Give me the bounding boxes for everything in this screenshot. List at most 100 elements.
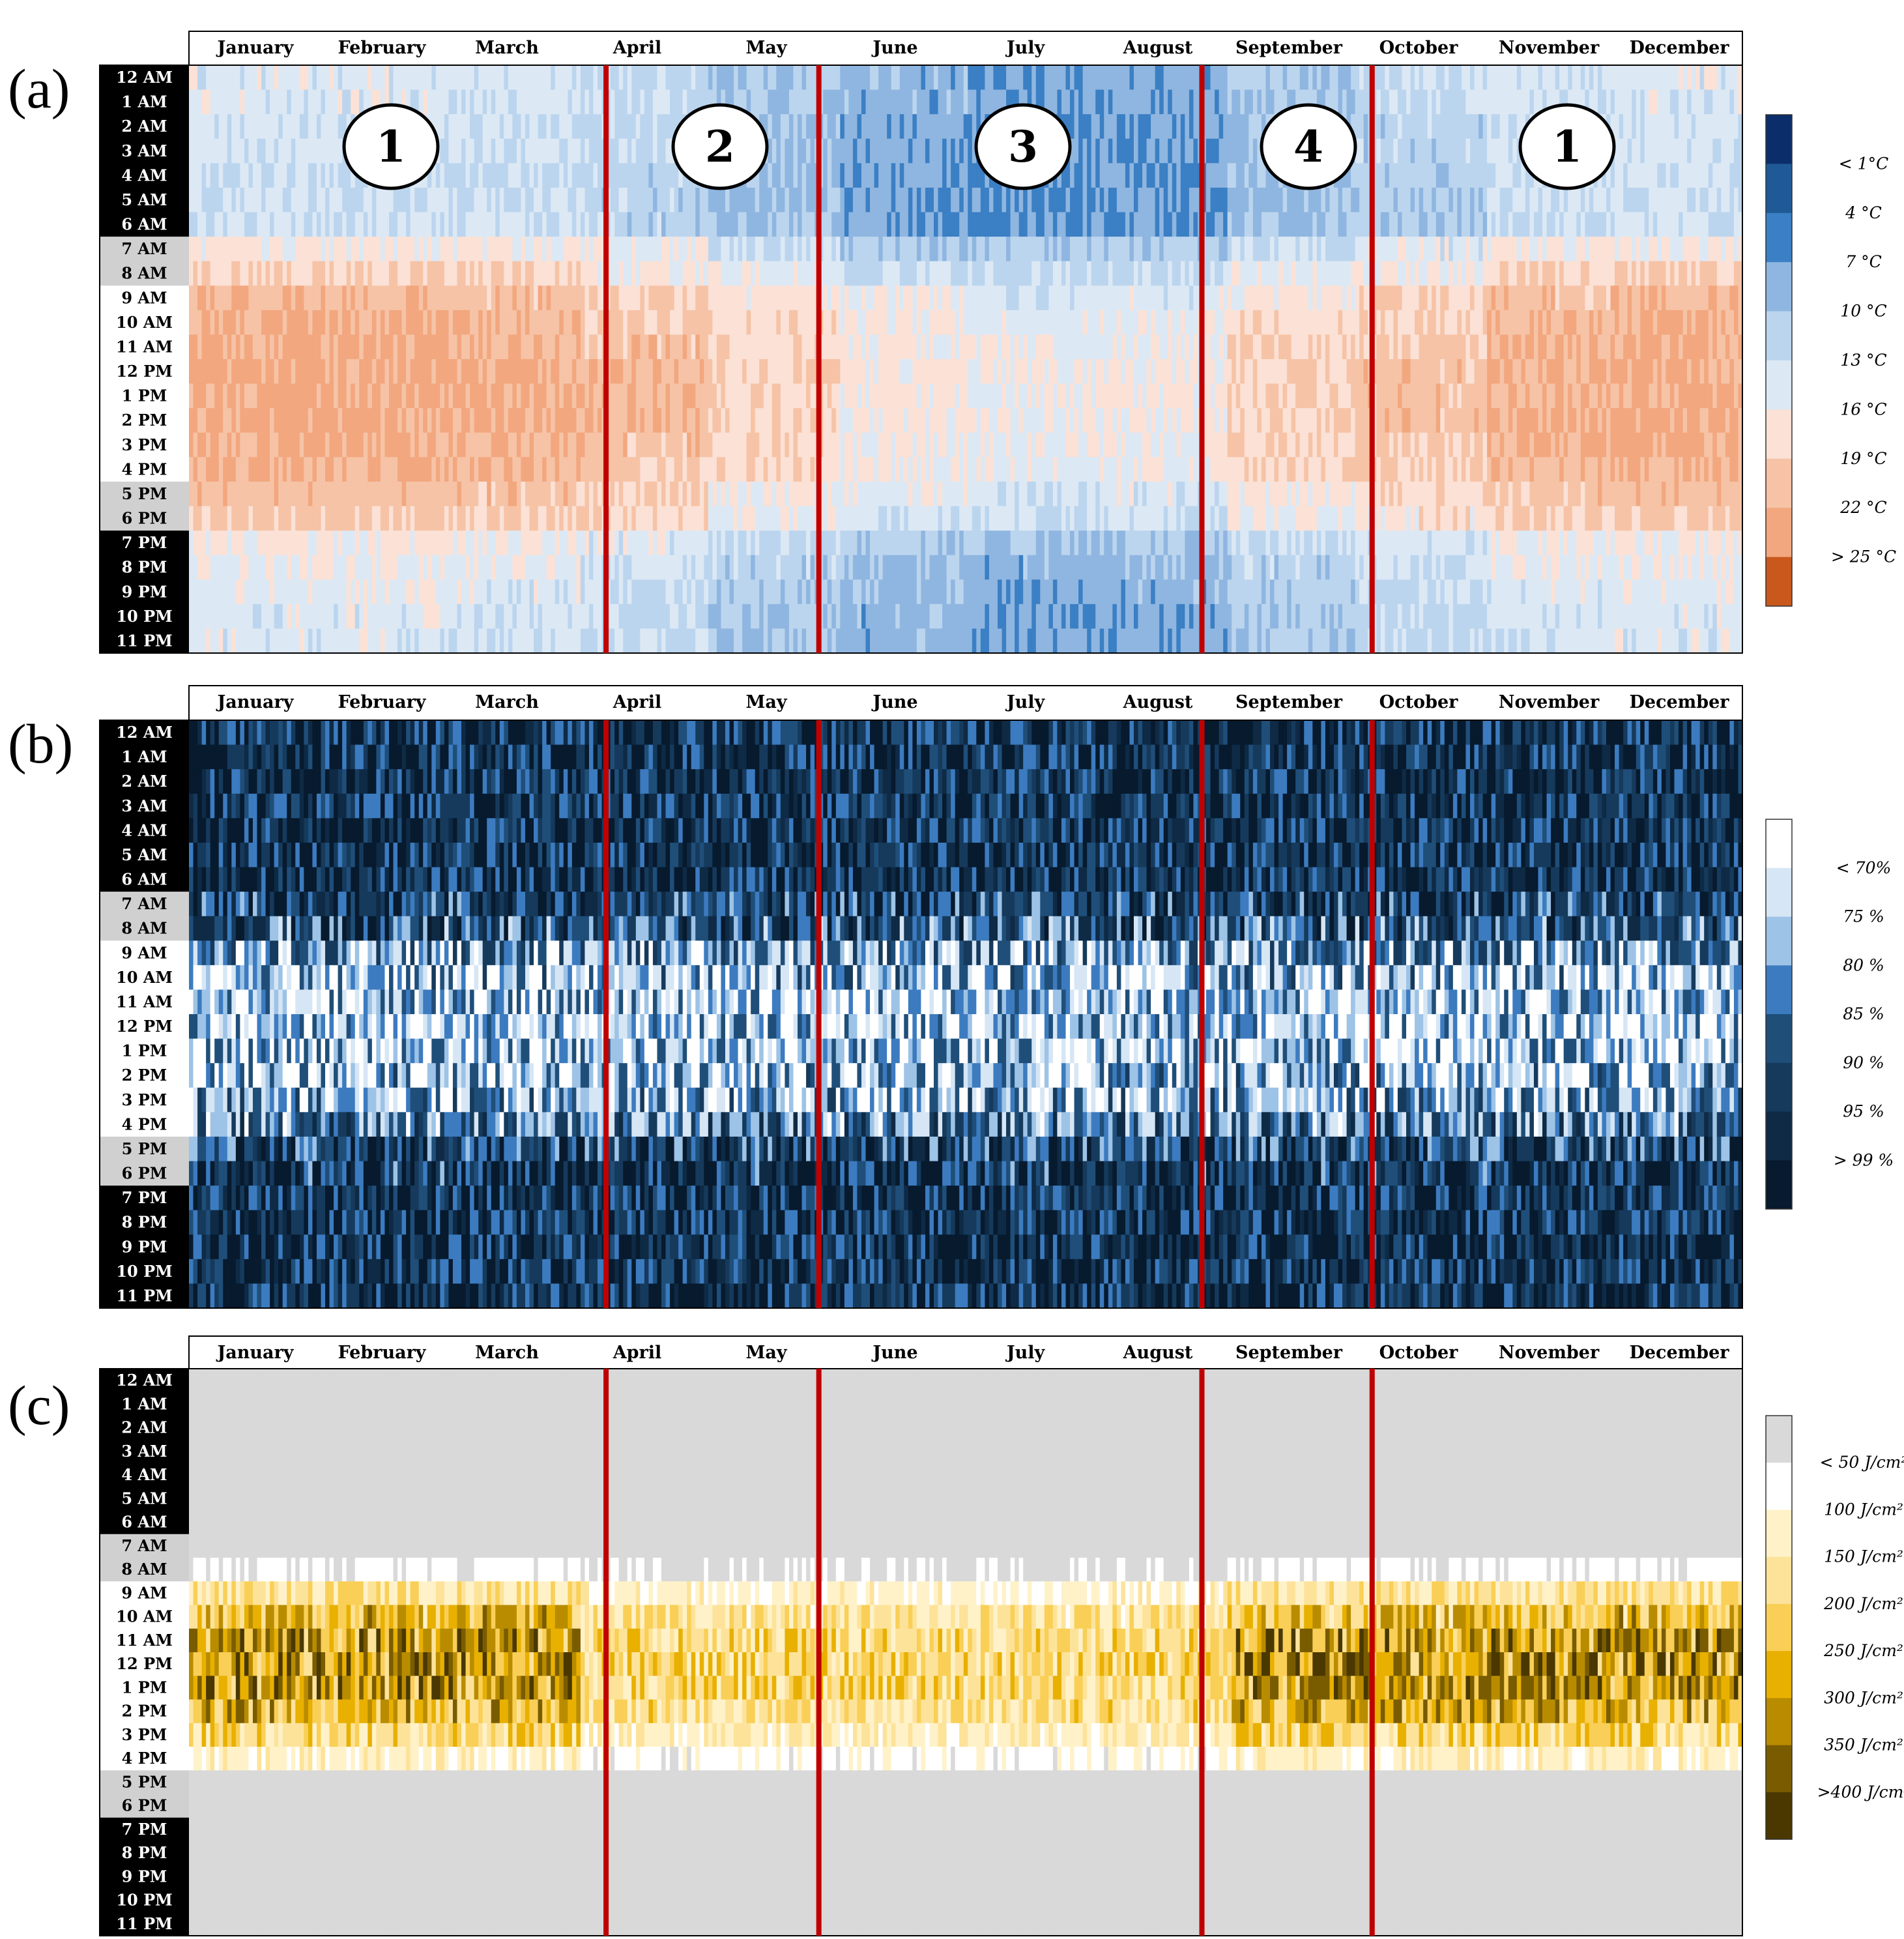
heat-cell [291,90,296,115]
heat-cell [368,531,372,555]
heat-cell [542,433,547,458]
heat-cell [244,384,249,409]
heat-cell [478,555,483,580]
heat-cell [244,90,249,115]
heat-cell [312,384,317,409]
heat-cell [227,384,232,409]
heat-cell [384,579,389,604]
heat-cell [478,604,483,629]
heat-cell [559,531,564,555]
heat-cell [236,212,240,237]
heat-cell [197,163,202,188]
heat-cell [427,555,432,580]
heat-cell [253,188,257,212]
heat-cell [525,334,530,359]
heat-cell [334,237,338,261]
heat-cell [457,506,461,531]
heat-cell [555,408,560,433]
heat-cell [244,628,249,653]
heat-cell [308,163,313,188]
heat-cell [368,359,372,384]
heat-cell [210,433,215,458]
heat-cell [394,457,398,482]
month-label: July [1005,38,1046,58]
heat-cell [355,90,360,115]
heat-cell [338,628,343,653]
heat-cell [461,628,466,653]
heat-cell [197,65,202,90]
heat-cell [483,604,487,629]
heat-cell [627,261,632,286]
heat-cell [500,310,504,335]
heat-cell [189,433,194,458]
heat-cell [487,212,491,237]
heat-cell [266,163,270,188]
heat-cell [351,408,355,433]
heat-cell [244,163,249,188]
heat-cell [283,359,287,384]
heat-cell [444,65,449,90]
heat-cell [189,604,194,629]
heat-cell [406,212,411,237]
heat-cell [555,555,560,580]
heat-cell [231,310,236,335]
heat-cell [321,114,325,139]
heat-cell [266,65,270,90]
heat-cell [495,310,500,335]
heat-cell [394,579,398,604]
heat-cell [619,334,624,359]
heat-cell [308,384,313,409]
heat-cell [397,579,402,604]
heat-cell [440,261,444,286]
heat-cell [411,579,415,604]
heat-cell [453,334,457,359]
heat-cell [325,408,330,433]
heat-cell [530,604,534,629]
heat-cell [214,604,219,629]
heat-cell [444,408,449,433]
heat-cell [278,139,283,164]
heat-cell [397,457,402,482]
heat-cell [444,163,449,188]
heat-cell [491,188,496,212]
heat-cell [304,310,308,335]
heat-cell [470,285,474,310]
heat-cell [593,212,598,237]
heat-cell [291,359,296,384]
heat-cell [214,114,219,139]
heat-cell [483,555,487,580]
heat-cell [483,285,487,310]
heat-cell [564,359,568,384]
heat-cell [619,139,624,164]
heat-cell [627,285,632,310]
heat-cell [261,506,266,531]
heat-cell [253,433,257,458]
heat-cell [338,139,343,164]
heat-cell [521,408,525,433]
heat-cell [189,628,194,653]
heat-cell [611,384,615,409]
heat-cell [411,506,415,531]
heat-cell [534,285,538,310]
heat-cell [551,334,555,359]
heat-cell [317,457,321,482]
heat-cell [530,433,534,458]
heat-cell [483,482,487,506]
heat-cell [576,310,581,335]
heat-cell [444,433,449,458]
heat-cell [619,506,624,531]
heat-cell [521,506,525,531]
heat-cell [325,261,330,286]
heat-cell [512,310,517,335]
heat-cell [347,408,351,433]
heat-cell [227,408,232,433]
heat-cell [525,457,530,482]
heat-cell [431,237,436,261]
heat-cell [206,579,210,604]
heat-cell [381,457,385,482]
heat-cell [304,408,308,433]
heat-cell [461,285,466,310]
heat-cell [291,212,296,237]
heat-cell [351,261,355,286]
heat-cell [470,65,474,90]
